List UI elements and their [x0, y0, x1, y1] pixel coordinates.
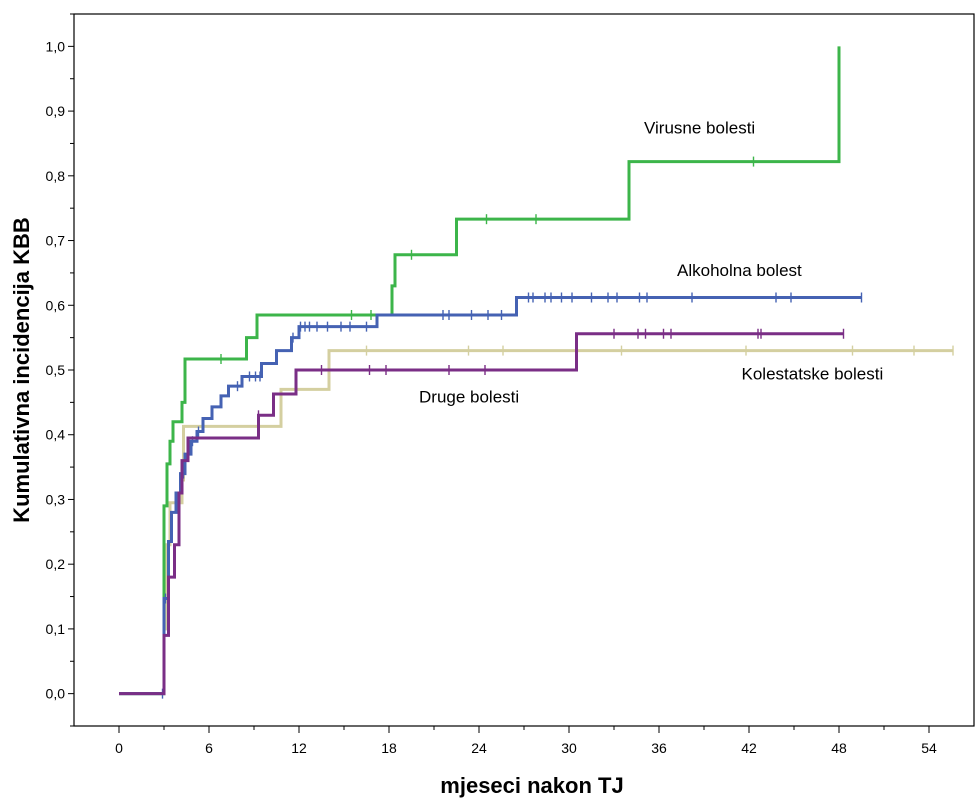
series-kolestatske-bolesti	[119, 345, 954, 696]
series-labels: Virusne bolesti Alkoholna bolest Kolestats…	[419, 119, 883, 407]
series-layer	[119, 46, 954, 699]
series-druge-bolesti	[119, 328, 845, 696]
series-label: Druge bolesti	[419, 387, 519, 406]
y-tick-label: 0,3	[46, 491, 66, 507]
y-tick-label: 0,7	[46, 233, 66, 249]
series-label: Alkoholna bolest	[677, 261, 802, 280]
step-line	[119, 46, 841, 696]
y-tick-label: 0,4	[46, 427, 66, 443]
y-tick-label: 0,1	[46, 621, 66, 637]
series-label: Kolestatske bolesti	[742, 365, 884, 384]
series-alkoholna-bolest	[119, 292, 863, 699]
y-axis: 0,0 0,1 0,2 0,3 0,4 0,5 0,6 0,7 0,8 0,9 1,0	[46, 13, 74, 727]
x-tick-label: 54	[921, 740, 937, 756]
x-tick-label: 18	[381, 740, 397, 756]
step-line	[119, 349, 953, 696]
y-tick-label: 0,9	[46, 103, 66, 119]
x-tick-label: 42	[741, 740, 757, 756]
x-tick-label: 36	[651, 740, 667, 756]
x-tick-label: 30	[561, 740, 577, 756]
x-axis-title: mjeseci nakon TJ	[440, 773, 623, 798]
x-tick-label: 24	[471, 740, 487, 756]
y-tick-label: 0,6	[46, 297, 66, 313]
x-tick-label: 6	[205, 740, 213, 756]
step-line	[119, 296, 862, 696]
x-tick-label: 0	[115, 740, 123, 756]
x-tick-label: 12	[291, 740, 307, 756]
x-tick-label: 48	[831, 740, 847, 756]
x-axis: 0 6 12 18 24 30 36 42 48 54	[115, 726, 937, 756]
y-axis-title: Kumulativna incidencija KBB	[9, 217, 34, 523]
y-tick-label: 1,0	[46, 38, 66, 54]
y-tick-label: 0,2	[46, 556, 66, 572]
series-label: Virusne bolesti	[644, 119, 755, 138]
y-tick-label: 0,0	[46, 686, 66, 702]
y-tick-label: 0,8	[46, 168, 66, 184]
step-line	[119, 332, 844, 696]
y-tick-label: 0,5	[46, 362, 66, 378]
series-virusne-bolesti	[119, 46, 841, 696]
